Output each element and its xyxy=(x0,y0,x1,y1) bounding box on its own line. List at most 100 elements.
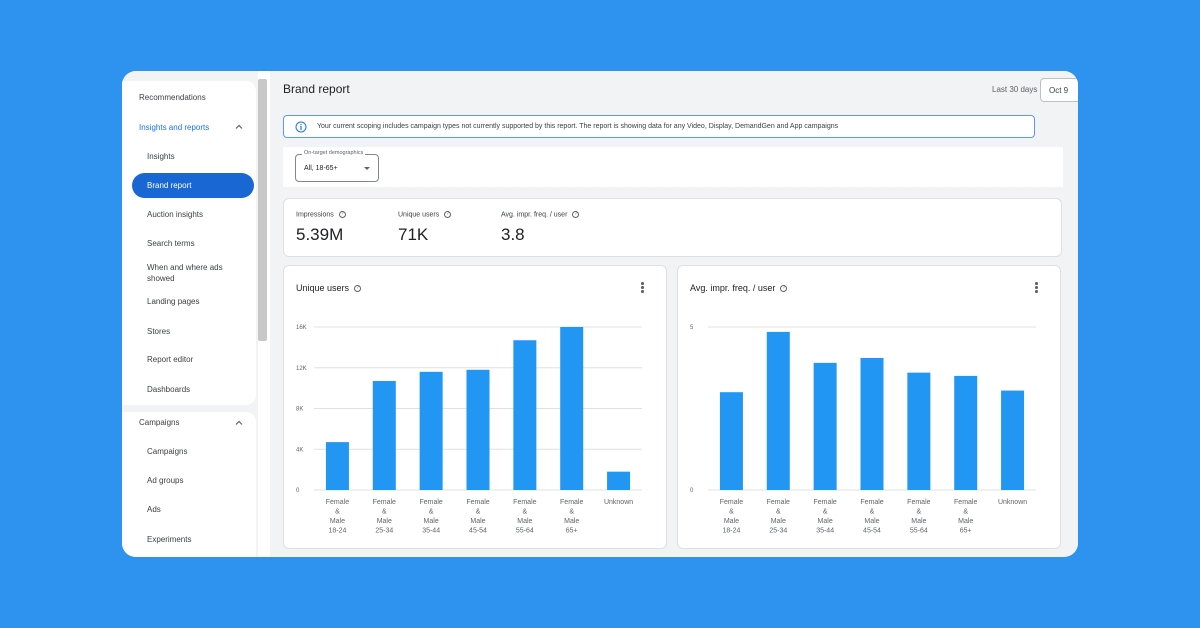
bar[interactable] xyxy=(419,371,443,490)
y-tick-label: 0 xyxy=(296,488,300,494)
bar[interactable] xyxy=(325,442,349,490)
bar[interactable] xyxy=(466,369,490,490)
date-picker[interactable]: Oct 9 xyxy=(1040,78,1078,102)
bar[interactable] xyxy=(860,357,884,490)
metric-impressions-label: Impressions? xyxy=(296,211,346,218)
sidebar: Recommendations Insights and reports Ins… xyxy=(122,71,258,557)
x-tick-label: & xyxy=(776,509,781,516)
chart-avg-freq: 0 5 Female & Male 18-24 Female & Male 25-34 Female… xyxy=(677,265,1061,549)
metric-avg-freq-label: Avg. impr. freq. / user? xyxy=(501,211,580,218)
more-options-icon[interactable] xyxy=(1035,282,1038,294)
y-tick-label: 12K xyxy=(296,366,307,372)
help-icon[interactable]: ? xyxy=(572,211,580,218)
sidebar-item-auction-insights[interactable]: Auction insights xyxy=(147,210,204,219)
sidebar-item-ads[interactable]: Ads xyxy=(147,505,161,514)
info-icon xyxy=(295,121,307,133)
y-tick-label: 0 xyxy=(690,488,694,494)
x-tick-label: & xyxy=(429,509,434,516)
bar[interactable] xyxy=(766,331,790,490)
help-icon[interactable]: ? xyxy=(444,211,452,218)
more-options-icon[interactable] xyxy=(641,282,644,294)
bar[interactable] xyxy=(813,362,837,490)
info-banner: Your current scoping includes campaign t… xyxy=(283,115,1035,138)
bar[interactable] xyxy=(372,380,396,490)
report-card: Recommendations Insights and reports Ins… xyxy=(122,71,1078,557)
chevron-up-icon[interactable] xyxy=(234,418,244,428)
x-tick-label: 25-34 xyxy=(769,528,787,535)
x-tick-label: 55-64 xyxy=(910,528,928,535)
x-tick-label: & xyxy=(569,509,574,516)
sidebar-item-when-where-ads-line2[interactable]: showed xyxy=(147,274,175,283)
chevron-up-icon[interactable] xyxy=(234,122,244,132)
x-tick-label: Female xyxy=(813,499,836,506)
help-icon[interactable]: ? xyxy=(780,285,788,293)
x-tick-label: 45-54 xyxy=(469,528,487,535)
x-tick-label: & xyxy=(729,509,734,516)
sidebar-section-campaigns[interactable]: Campaigns xyxy=(139,418,180,427)
sidebar-item-report-editor[interactable]: Report editor xyxy=(147,355,194,364)
bar[interactable] xyxy=(1001,390,1025,490)
main-content: Brand report Last 30 days Oct 9 Your cur… xyxy=(270,71,1078,557)
x-tick-label: Male xyxy=(818,518,833,525)
sidebar-item-recommendations[interactable]: Recommendations xyxy=(139,93,206,102)
x-tick-label: & xyxy=(963,509,968,516)
x-tick-label: Female xyxy=(373,499,396,506)
x-tick-label: & xyxy=(870,509,875,516)
x-tick-label: Male xyxy=(517,518,532,525)
x-tick-label: & xyxy=(382,509,387,516)
sidebar-item-ad-groups[interactable]: Ad groups xyxy=(147,476,184,485)
x-tick-label: 65+ xyxy=(960,528,972,535)
metric-impressions-label-text: Impressions xyxy=(296,211,334,219)
metrics-panel: Impressions? 5.39M Unique users? 71K Avg… xyxy=(283,198,1062,257)
caret-down-icon xyxy=(364,167,370,170)
x-tick-label: 35-44 xyxy=(422,528,440,535)
chart-avg-freq-title: Avg. impr. freq. / user? xyxy=(690,283,788,293)
bar[interactable] xyxy=(607,471,631,490)
x-tick-label: 18-24 xyxy=(328,528,346,535)
sidebar-item-dashboards[interactable]: Dashboards xyxy=(147,385,191,394)
sidebar-item-when-where-ads[interactable]: When and where ads xyxy=(147,263,223,272)
chart-unique-users: 0 4K 8K 12K 16K Female & Male 18-24 Female & Male 25… xyxy=(283,265,667,549)
sidebar-item-search-terms[interactable]: Search terms xyxy=(147,239,195,248)
x-tick-label: 25-34 xyxy=(375,528,393,535)
sidebar-scrollbar[interactable] xyxy=(258,79,267,341)
sidebar-item-experiments[interactable]: Experiments xyxy=(147,535,192,544)
x-tick-label: Male xyxy=(958,518,973,525)
chart-unique-users-title: Unique users? xyxy=(296,283,362,293)
sidebar-top-panel xyxy=(122,81,256,405)
sidebar-item-brand-report[interactable] xyxy=(132,173,254,198)
x-tick-label: Female xyxy=(419,499,442,506)
x-tick-label: Unknown xyxy=(604,499,633,506)
x-tick-label: Male xyxy=(911,518,926,525)
x-tick-label: Female xyxy=(466,499,489,506)
sidebar-item-insights[interactable]: Insights xyxy=(147,152,175,161)
demographics-select-value: All, 18-65+ xyxy=(304,165,338,172)
help-icon[interactable]: ? xyxy=(338,211,346,218)
demographics-select[interactable]: On-target demographics All, 18-65+ xyxy=(295,150,379,182)
x-tick-label: & xyxy=(823,509,828,516)
demographics-select-label: On-target demographics xyxy=(302,150,366,156)
chart-unique-users-title-text: Unique users xyxy=(296,283,350,293)
y-tick-label: 16K xyxy=(296,325,307,331)
x-tick-label: Female xyxy=(326,499,349,506)
bar[interactable] xyxy=(560,327,584,490)
bar[interactable] xyxy=(513,340,537,490)
metric-avg-freq-value: 3.8 xyxy=(501,225,525,244)
bar[interactable] xyxy=(954,375,978,490)
sidebar-section-insights-reports[interactable]: Insights and reports xyxy=(139,123,210,132)
page-title: Brand report xyxy=(283,82,350,96)
x-tick-label: 35-44 xyxy=(816,528,834,535)
x-tick-label: Male xyxy=(864,518,879,525)
sidebar-bottom-panel xyxy=(122,412,256,557)
bar[interactable] xyxy=(719,392,743,490)
x-tick-label: 45-54 xyxy=(863,528,881,535)
x-tick-label: Female xyxy=(767,499,790,506)
help-icon[interactable]: ? xyxy=(354,285,362,293)
sidebar-item-stores[interactable]: Stores xyxy=(147,327,171,336)
y-tick-label: 8K xyxy=(296,407,303,413)
x-tick-label: 18-24 xyxy=(722,528,740,535)
sidebar-item-landing-pages[interactable]: Landing pages xyxy=(147,297,200,306)
sidebar-item-campaigns[interactable]: Campaigns xyxy=(147,447,188,456)
bar[interactable] xyxy=(907,372,931,490)
date-range-label[interactable]: Last 30 days xyxy=(992,85,1038,94)
